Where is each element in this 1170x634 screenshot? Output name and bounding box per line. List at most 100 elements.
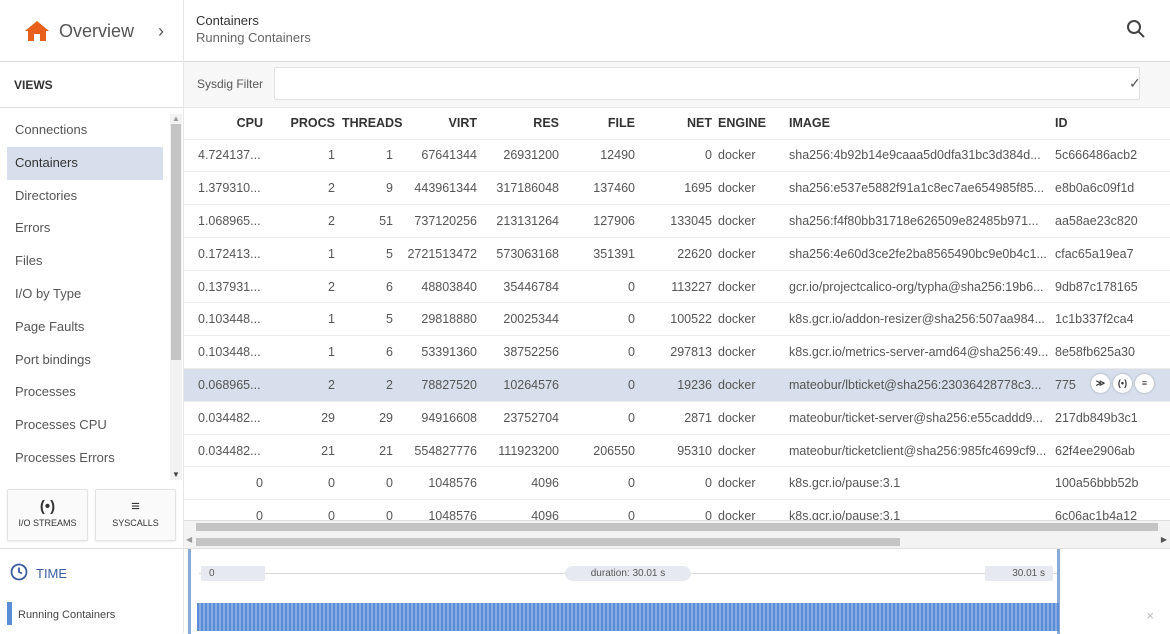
sidebar-item-processes-errors[interactable]: Processes Errors xyxy=(15,449,115,465)
cell-procs: 29 xyxy=(269,400,341,435)
search-icon[interactable] xyxy=(1126,19,1146,39)
check-icon[interactable]: ✓ xyxy=(1129,75,1141,91)
table-row[interactable]: 0.068965... 2 2 78827520 10264576 0 19236 docke… xyxy=(184,368,1170,402)
broadcast-icon: (•) xyxy=(39,498,56,515)
sidebar-item-processes-cpu[interactable]: Processes CPU xyxy=(15,417,107,433)
column-header-id[interactable]: ID xyxy=(1055,116,1068,131)
sidebar-item-errors[interactable]: Errors xyxy=(15,220,51,236)
cell-threads: 21 xyxy=(341,433,399,467)
scroll-right-icon[interactable]: ▶ xyxy=(1160,535,1167,544)
track-label: Running Containers xyxy=(18,609,116,621)
cell-procs: 1 xyxy=(269,236,341,271)
track-color-marker xyxy=(7,602,12,625)
sidebar-item-port-bindings[interactable]: Port bindings xyxy=(15,351,91,367)
cell-net: 2871 xyxy=(641,400,718,435)
cell-engine: docker xyxy=(718,138,783,172)
table-row[interactable]: 1.379310... 2 9 443961344 317186048 137460 169… xyxy=(184,171,1170,205)
column-header-engine[interactable]: ENGINE xyxy=(718,116,766,131)
cell-cpu: 4.724137... xyxy=(184,138,269,172)
cell-procs: 2 xyxy=(269,269,341,303)
sysdig-filter-input[interactable] xyxy=(274,67,1140,100)
cell-res: 35446784 xyxy=(483,269,565,303)
cell-procs: 0 xyxy=(269,499,341,520)
views-list: Connections Containers Directories Error… xyxy=(0,114,170,480)
views-heading: VIEWS xyxy=(0,62,183,108)
cell-id: 5c666486acb2 xyxy=(1049,138,1170,172)
cell-cpu: 0.103448... xyxy=(184,302,269,336)
scroll-down-icon[interactable]: ▼ xyxy=(172,470,180,479)
time-duration: duration: 30.01 s xyxy=(565,566,691,581)
table-row[interactable]: 0.034482... 29 29 94916608 23752704 0 2871 dock… xyxy=(184,400,1170,435)
sidebar-item-page-faults[interactable]: Page Faults xyxy=(15,318,85,334)
sidebar-item-files[interactable]: Files xyxy=(15,253,43,269)
cell-id: 100a56bbb52b xyxy=(1049,466,1170,500)
column-header-virt[interactable]: VIRT xyxy=(448,116,477,131)
cell-cpu: 0 xyxy=(184,499,269,520)
cell-engine: docker xyxy=(718,302,783,336)
table-row[interactable]: 1.068965... 2 51 737120256 213131264 127906 13… xyxy=(184,204,1170,238)
list-icon[interactable]: ≡ xyxy=(1135,374,1154,393)
scroll-up-icon[interactable]: ▲ xyxy=(172,114,180,123)
views-scrollbar[interactable]: ▲ ▼ xyxy=(170,114,182,480)
sidebar-item-connections[interactable]: Connections xyxy=(15,122,88,137)
table-row[interactable]: 0 0 0 1048576 4096 0 0 docker k8s.gcr.io/pause:3… xyxy=(184,466,1170,500)
column-header-res[interactable]: RES xyxy=(533,116,559,131)
cell-file: 127906 xyxy=(565,204,641,238)
column-header-cpu[interactable]: CPU xyxy=(236,116,263,131)
table-row[interactable]: 4.724137... 1 1 67641344 26931200 12490 0 docke… xyxy=(184,138,1170,172)
containers-table: CPU PROCS THREADS VIRT RES FILE NET ENGI… xyxy=(184,108,1170,520)
close-icon[interactable]: × xyxy=(1146,608,1154,623)
cell-engine: docker xyxy=(718,204,783,238)
cell-file: 137460 xyxy=(565,171,641,205)
cell-net: 19236 xyxy=(641,368,718,402)
time-range-selector[interactable]: 0 duration: 30.01 s 30.01 s xyxy=(188,549,1060,634)
broadcast-icon[interactable]: (•) xyxy=(1113,374,1132,393)
cell-virt: 1048576 xyxy=(399,466,483,500)
column-header-net[interactable]: NET xyxy=(687,116,712,131)
column-header-image[interactable]: IMAGE xyxy=(789,116,830,131)
timeline-main: 0 duration: 30.01 s 30.01 s × xyxy=(184,548,1170,634)
cell-res: 111923200 xyxy=(483,433,565,467)
syscalls-label: SYSCALLS xyxy=(112,518,159,528)
cell-image: mateobur/lbticket@sha256:23036428778c3..… xyxy=(783,368,1049,402)
views-scrollbar-thumb[interactable] xyxy=(171,124,181,360)
io-streams-button[interactable]: (•) I/O STREAMS xyxy=(7,489,88,541)
cell-procs: 1 xyxy=(269,302,341,336)
column-header-file[interactable]: FILE xyxy=(607,116,635,131)
scroll-left-icon[interactable]: ◀ xyxy=(186,535,193,544)
breadcrumb-subtitle: Running Containers xyxy=(196,30,311,45)
cell-engine: docker xyxy=(718,466,783,500)
cell-res: 26931200 xyxy=(483,138,565,172)
table-horizontal-scrollbar[interactable]: ◀ ▶ xyxy=(184,520,1170,548)
column-header-threads[interactable]: THREADS xyxy=(342,116,403,131)
cell-engine: docker xyxy=(718,171,783,205)
syscalls-button[interactable]: ≡ SYSCALLS xyxy=(95,489,176,541)
table-row[interactable]: 0.103448... 1 6 53391360 38752256 0 297813 dock… xyxy=(184,335,1170,369)
scrollbar-track-thumb[interactable] xyxy=(196,523,1158,531)
sidebar-item-io-by-type[interactable]: I/O by Type xyxy=(15,285,82,301)
column-header-procs[interactable]: PROCS xyxy=(290,116,335,131)
cell-virt: 94916608 xyxy=(399,400,483,435)
activity-trace[interactable] xyxy=(197,603,1059,631)
cell-image: gcr.io/projectcalico-org/typha@sha256:19… xyxy=(783,269,1049,303)
overview-nav[interactable]: Overview › xyxy=(0,0,184,62)
table-row[interactable]: 0.034482... 21 21 554827776 111923200 206550 9… xyxy=(184,433,1170,467)
cell-threads: 0 xyxy=(341,466,399,500)
table-row[interactable]: 0.103448... 1 5 29818880 20025344 0 100522 dock… xyxy=(184,302,1170,336)
table-row[interactable]: 0.172413... 1 5 2721513472 573063168 351391 22… xyxy=(184,236,1170,271)
table-row[interactable]: 0.137931... 2 6 48803840 35446784 0 113227 dock… xyxy=(184,269,1170,303)
io-streams-label: I/O STREAMS xyxy=(18,518,77,528)
scrollbar-thumb[interactable] xyxy=(196,538,900,546)
cell-engine: docker xyxy=(718,335,783,369)
sidebar-item-containers[interactable]: Containers xyxy=(7,146,163,180)
sidebar-item-directories[interactable]: Directories xyxy=(15,187,78,203)
cell-file: 0 xyxy=(565,400,641,435)
cell-virt: 48803840 xyxy=(399,269,483,303)
views-sidebar: VIEWS Connections Containers Directories… xyxy=(0,62,184,548)
cell-res: 38752256 xyxy=(483,335,565,369)
table-row[interactable]: 0 0 0 1048576 4096 0 0 docker k8s.gcr.io/pause:3… xyxy=(184,499,1170,520)
chevron-down-circle-icon[interactable]: ≫ xyxy=(1091,374,1110,393)
sidebar-item-processes[interactable]: Processes xyxy=(15,384,76,400)
cell-res: 10264576 xyxy=(483,368,565,402)
cell-threads: 6 xyxy=(341,269,399,303)
